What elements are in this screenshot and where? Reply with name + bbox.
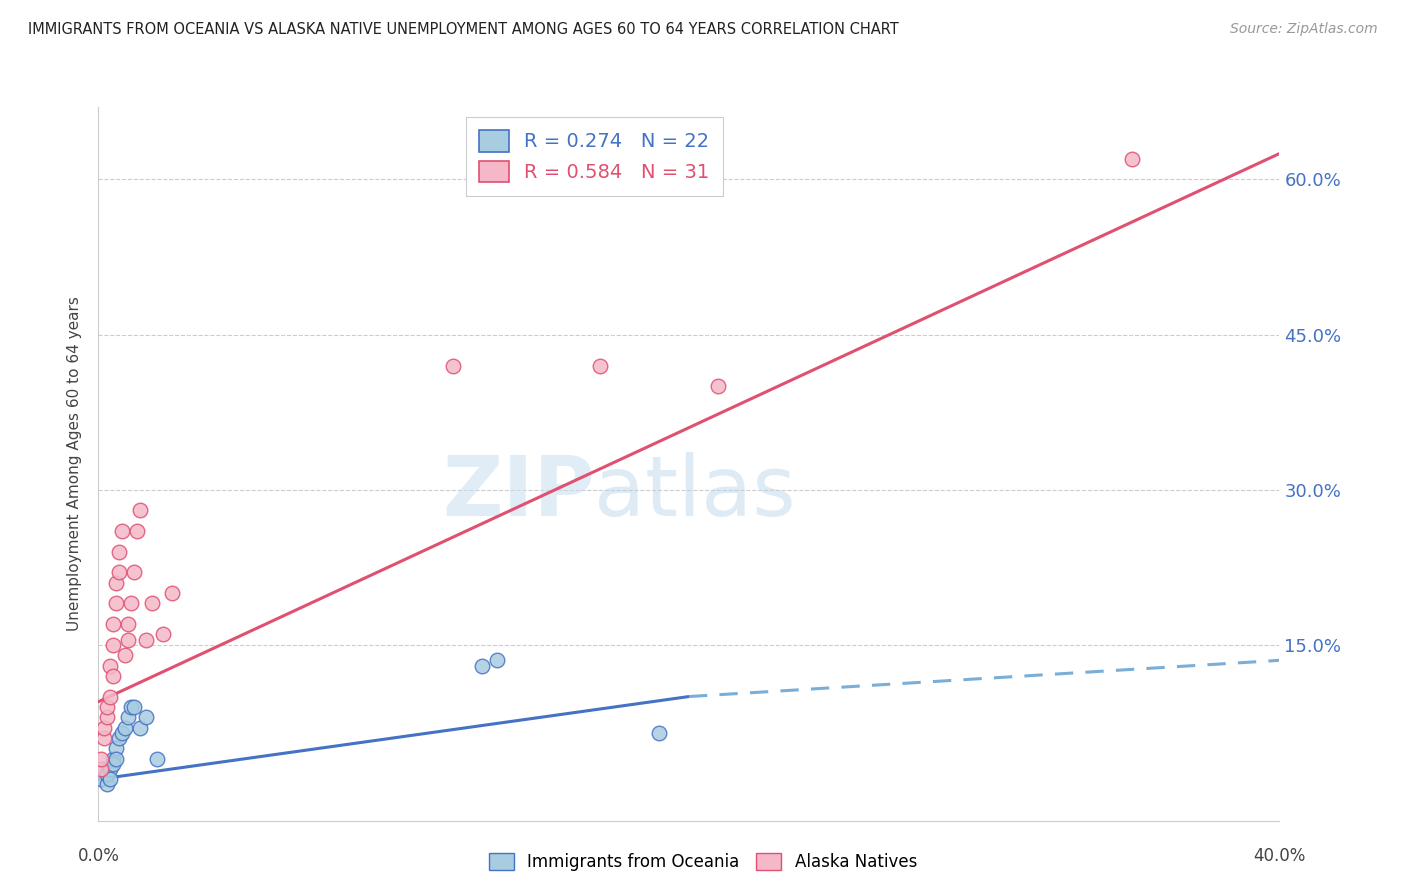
Point [103, 617, 125, 632]
Point [103, 638, 125, 652]
Point [90, 762, 112, 776]
Point [96, 699, 118, 714]
Point [120, 597, 142, 611]
Point [117, 617, 139, 632]
Point [93, 721, 115, 735]
Point [141, 597, 163, 611]
Point [103, 669, 125, 683]
Point [108, 731, 131, 745]
Point [108, 545, 131, 559]
Text: ZIP: ZIP [441, 452, 595, 533]
Point [105, 575, 128, 590]
Text: 40.0%: 40.0% [1253, 847, 1306, 864]
Point [114, 721, 136, 735]
Point [471, 658, 494, 673]
Point [96, 710, 118, 724]
Point [707, 379, 730, 393]
Point [114, 648, 136, 662]
Point [135, 632, 157, 647]
Point [93, 762, 115, 776]
Y-axis label: Unemployment Among Ages 60 to 64 years: Unemployment Among Ages 60 to 64 years [67, 296, 83, 632]
Point [125, 524, 148, 538]
Point [98, 762, 121, 776]
Point [1121, 152, 1143, 166]
Point [96, 767, 118, 781]
Point [98, 772, 121, 787]
Point [103, 756, 125, 771]
Point [122, 699, 145, 714]
Point [98, 658, 121, 673]
Legend: R = 0.274   N = 22, R = 0.584   N = 31: R = 0.274 N = 22, R = 0.584 N = 31 [465, 117, 723, 196]
Point [90, 751, 112, 765]
Text: atlas: atlas [595, 452, 796, 533]
Point [105, 597, 128, 611]
Point [128, 503, 150, 517]
Point [96, 777, 118, 791]
Text: Source: ZipAtlas.com: Source: ZipAtlas.com [1230, 22, 1378, 37]
Point [152, 627, 174, 641]
Point [105, 751, 128, 765]
Point [117, 632, 139, 647]
Point [135, 710, 157, 724]
Point [105, 741, 128, 756]
Point [128, 721, 150, 735]
Point [103, 751, 125, 765]
Point [441, 359, 464, 373]
Text: 0.0%: 0.0% [77, 847, 120, 864]
Point [122, 566, 145, 580]
Legend: Immigrants from Oceania, Alaska Natives: Immigrants from Oceania, Alaska Natives [481, 845, 925, 880]
Point [117, 710, 139, 724]
Point [146, 751, 169, 765]
Point [98, 690, 121, 704]
Point [111, 524, 134, 538]
Point [120, 699, 142, 714]
Point [111, 725, 134, 739]
Point [108, 566, 131, 580]
Point [90, 772, 112, 787]
Point [162, 586, 183, 600]
Point [589, 359, 612, 373]
Point [648, 725, 671, 739]
Point [93, 731, 115, 745]
Point [486, 653, 509, 667]
Text: IMMIGRANTS FROM OCEANIA VS ALASKA NATIVE UNEMPLOYMENT AMONG AGES 60 TO 64 YEARS : IMMIGRANTS FROM OCEANIA VS ALASKA NATIVE… [28, 22, 898, 37]
